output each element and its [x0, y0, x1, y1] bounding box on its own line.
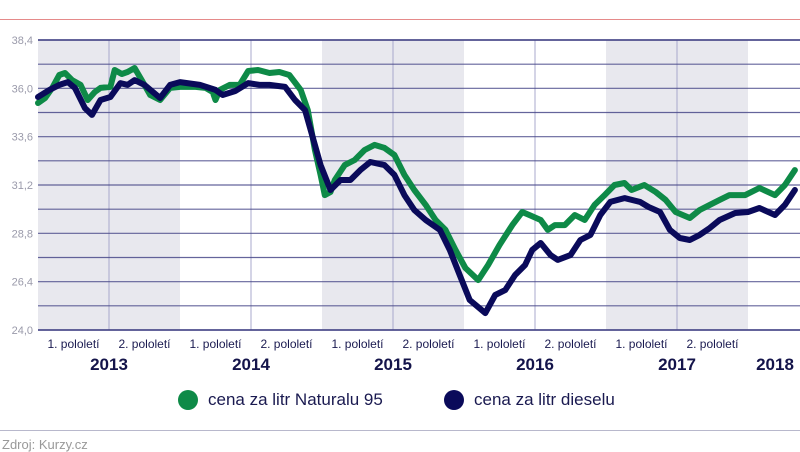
title-underline [0, 19, 800, 20]
legend-dot-diesel [444, 390, 464, 410]
year-label-2017: 2017 [658, 355, 696, 374]
legend-item-natural: cena za litr Naturalu 95 [178, 390, 383, 410]
y-tick-label: 36,0 [12, 83, 33, 95]
y-tick-label: 26,4 [12, 277, 33, 289]
y-tick-label: 28,8 [12, 228, 33, 240]
legend-label-diesel: cena za litr dieselu [474, 390, 615, 409]
half-year-label: 1. pololetí [615, 337, 668, 351]
half-year-label: 2. pololetí [402, 337, 455, 351]
y-tick-label: 33,6 [12, 132, 33, 144]
year-label-2015: 2015 [374, 355, 412, 374]
half-year-label: 2. pololetí [544, 337, 597, 351]
half-year-label: 1. pololetí [189, 337, 242, 351]
half-year-label: 2. pololetí [686, 337, 739, 351]
fuel-price-chart: 24,0 26,4 28,8 31,2 33,6 36,0 38,4 1. pololetí 2… [12, 35, 800, 374]
year-label-2016: 2016 [516, 355, 554, 374]
half-year-label: 2. pololetí [118, 337, 171, 351]
year-label-2014: 2014 [232, 355, 270, 374]
y-tick-label: 38,4 [12, 35, 33, 47]
y-tick-label: 31,2 [12, 180, 33, 192]
half-year-label: 1. pololetí [473, 337, 526, 351]
legend-item-diesel: cena za litr dieselu [444, 390, 615, 410]
series-line-natural [35, 65, 798, 284]
half-year-label: 1. pololetí [331, 337, 384, 351]
year-label-2018: 2018 [756, 355, 794, 374]
half-year-label: 2. pololetí [260, 337, 313, 351]
y-tick-label: 24,0 [12, 325, 33, 337]
year-label-2013: 2013 [90, 355, 128, 374]
series-line-diesel [35, 77, 798, 317]
legend-label-natural: cena za litr Naturalu 95 [208, 390, 383, 409]
half-year-label: 1. pololetí [47, 337, 100, 351]
source-note: Zdroj: Kurzy.cz [2, 437, 88, 452]
footer-divider [0, 430, 800, 431]
legend-dot-natural [178, 390, 198, 410]
